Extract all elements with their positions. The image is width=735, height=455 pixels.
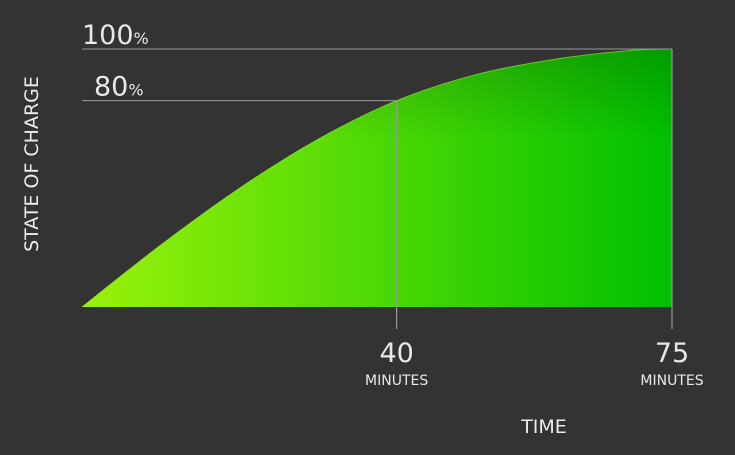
ref-label-number: 80 xyxy=(94,72,128,103)
x-marker-number-75: 75 xyxy=(655,338,689,369)
ref-label-80: 80% xyxy=(94,72,144,103)
x-marker-unit-75: MINUTES xyxy=(640,373,703,389)
x-marker-number-40: 40 xyxy=(379,338,413,369)
charge-area-shade xyxy=(82,49,672,307)
ref-label-number: 100 xyxy=(82,20,134,51)
reference-lines xyxy=(82,48,673,329)
charge-curve xyxy=(81,48,673,308)
ref-label-unit: % xyxy=(128,81,143,100)
ref-label-unit: % xyxy=(134,29,149,48)
ref-label-100: 100% xyxy=(82,20,149,51)
x-axis-label: TIME xyxy=(520,416,567,438)
area-layer xyxy=(81,48,673,308)
x-marker-unit-40: MINUTES xyxy=(365,373,428,389)
y-axis-label: STATE OF CHARGE xyxy=(21,76,43,252)
